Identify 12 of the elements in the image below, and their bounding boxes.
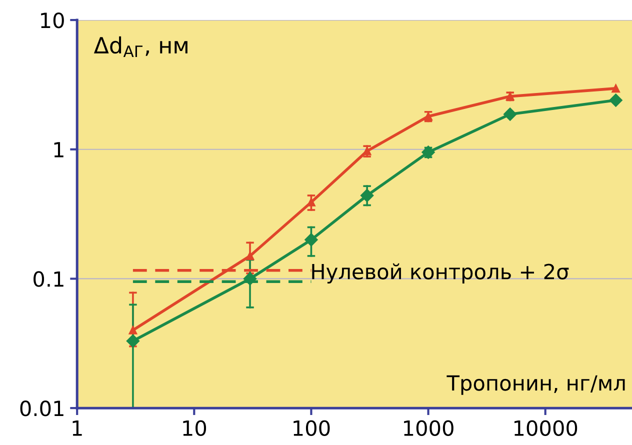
y-tick-label: 10 <box>41 12 64 28</box>
x-tick-label: 100 <box>294 420 330 436</box>
annotation: Нулевой контроль + 2σ <box>312 263 569 284</box>
y-axis-title: Δd$_{АГ}$, нм <box>94 36 188 57</box>
x-tick-label: 10000 <box>514 420 578 436</box>
y-tick-label: 0.01 <box>20 400 64 416</box>
x-axis-title: Тропонин, нг/мл <box>446 375 625 395</box>
x-tick-label: 1000 <box>404 420 454 436</box>
x-tick-label: 10 <box>183 420 206 436</box>
y-tick-label: 1 <box>54 142 64 158</box>
x-tick-label: 1 <box>72 420 82 436</box>
y-tick-label: 0.1 <box>34 271 64 287</box>
